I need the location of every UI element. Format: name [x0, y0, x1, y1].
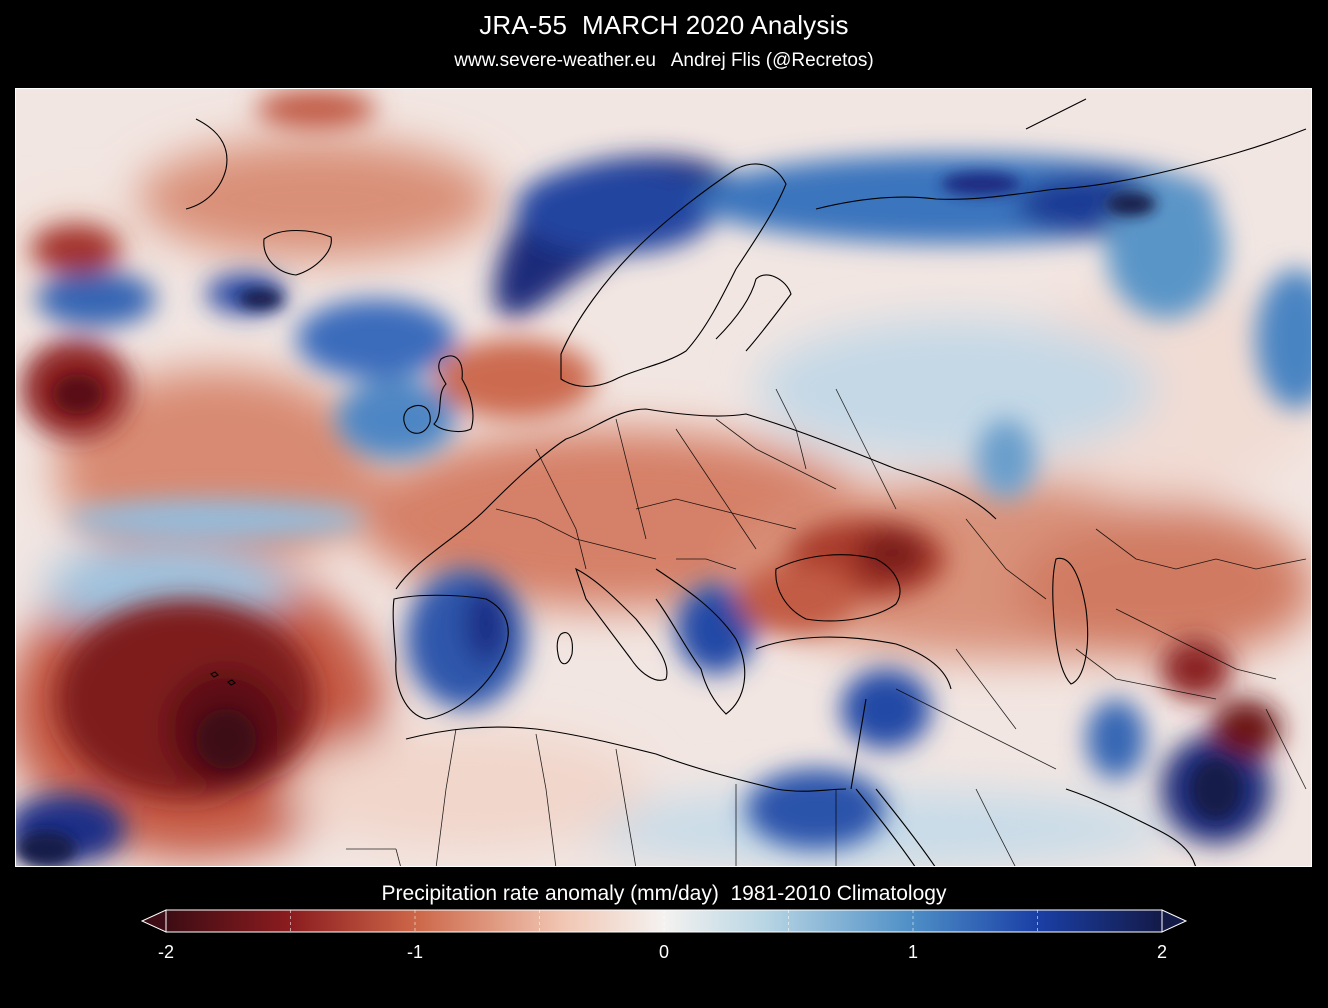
colorbar-tick-label: -1	[406, 942, 424, 962]
colorbar-tick-label: 1	[907, 942, 919, 962]
map-subtitle: www.severe-weather.eu Andrej Flis (@Recr…	[454, 50, 874, 71]
country-borders	[346, 388, 1307, 866]
colorbar-tick-label: -2	[157, 942, 175, 962]
colorbar-tick-label: 2	[1156, 942, 1168, 962]
colorbar-max-extension	[1161, 909, 1188, 933]
map-title: JRA-55 MARCH 2020 Analysis	[479, 10, 849, 40]
colorbar-tick-label: 0	[658, 942, 670, 962]
anomaly-field-fine	[16, 172, 1241, 866]
colorbar-title: Precipitation rate anomaly (mm/day) 1981…	[381, 882, 947, 905]
colorbar-min-extension	[140, 909, 167, 933]
colorbar	[140, 909, 1188, 933]
anomaly-map	[15, 88, 1312, 867]
anomaly-map-canvas	[16, 89, 1311, 866]
colorbar-ticks	[165, 910, 1163, 932]
coastlines	[185, 98, 1307, 866]
